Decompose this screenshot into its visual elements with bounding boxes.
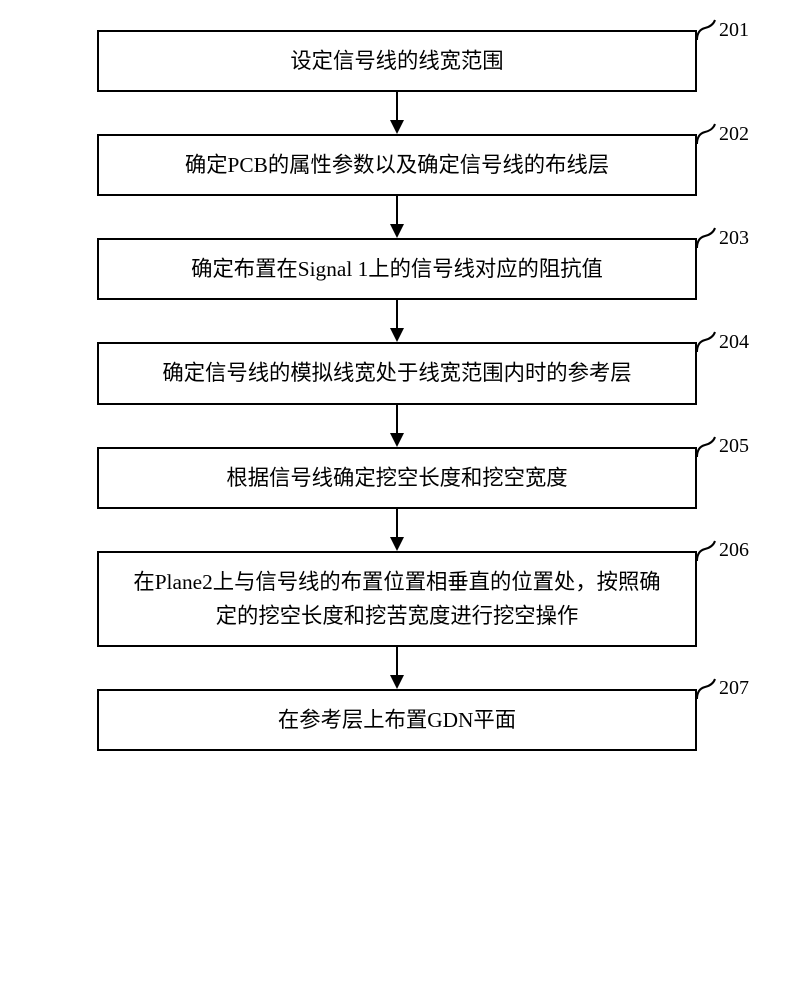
step-label: 206 <box>695 539 749 563</box>
flow-box-text: 确定布置在Signal 1上的信号线对应的阻抗值 <box>191 252 603 286</box>
flow-box: 设定信号线的线宽范围201 <box>97 30 697 92</box>
flow-arrow <box>97 647 697 689</box>
flow-arrow <box>97 300 697 342</box>
step-label: 201 <box>695 18 749 42</box>
flow-box: 确定PCB的属性参数以及确定信号线的布线层202 <box>97 134 697 196</box>
flow-step: 确定信号线的模拟线宽处于线宽范围内时的参考层204 <box>97 342 697 404</box>
flow-step: 设定信号线的线宽范围201 <box>97 30 697 92</box>
step-label: 207 <box>695 677 749 701</box>
step-number: 203 <box>719 227 749 250</box>
step-number: 206 <box>719 539 749 562</box>
flow-step: 根据信号线确定挖空长度和挖空宽度205 <box>97 447 697 509</box>
flow-step: 在Plane2上与信号线的布置位置相垂直的位置处，按照确定的挖空长度和挖苦宽度进… <box>97 551 697 647</box>
flow-arrow <box>97 196 697 238</box>
flow-box: 根据信号线确定挖空长度和挖空宽度205 <box>97 447 697 509</box>
flow-arrow <box>97 405 697 447</box>
flow-box-text: 设定信号线的线宽范围 <box>290 44 503 78</box>
flow-box: 在参考层上布置GDN平面207 <box>97 689 697 751</box>
step-number: 201 <box>719 19 749 42</box>
step-number: 205 <box>719 435 749 458</box>
flow-box-text: 根据信号线确定挖空长度和挖空宽度 <box>226 461 567 495</box>
step-label: 204 <box>695 330 749 354</box>
flow-box-text: 在参考层上布置GDN平面 <box>278 703 516 737</box>
flow-step: 确定布置在Signal 1上的信号线对应的阻抗值203 <box>97 238 697 300</box>
flow-box-text: 确定PCB的属性参数以及确定信号线的布线层 <box>185 148 609 182</box>
step-label: 203 <box>695 226 749 250</box>
flow-box-text: 在Plane2上与信号线的布置位置相垂直的位置处，按照确定的挖空长度和挖苦宽度进… <box>133 565 660 633</box>
flow-box: 确定信号线的模拟线宽处于线宽范围内时的参考层204 <box>97 342 697 404</box>
flowchart-container: 设定信号线的线宽范围201 确定PCB的属性参数以及确定信号线的布线层202 确定布… <box>97 30 697 751</box>
step-number: 202 <box>719 123 749 146</box>
step-label: 202 <box>695 122 749 146</box>
flow-step: 在参考层上布置GDN平面207 <box>97 689 697 751</box>
flow-box: 确定布置在Signal 1上的信号线对应的阻抗值203 <box>97 238 697 300</box>
flow-arrow <box>97 92 697 134</box>
flow-box-text: 确定信号线的模拟线宽处于线宽范围内时的参考层 <box>162 356 631 390</box>
flow-step: 确定PCB的属性参数以及确定信号线的布线层202 <box>97 134 697 196</box>
step-number: 207 <box>719 677 749 700</box>
step-label: 205 <box>695 435 749 459</box>
step-number: 204 <box>719 331 749 354</box>
flow-box: 在Plane2上与信号线的布置位置相垂直的位置处，按照确定的挖空长度和挖苦宽度进… <box>97 551 697 647</box>
flow-arrow <box>97 509 697 551</box>
